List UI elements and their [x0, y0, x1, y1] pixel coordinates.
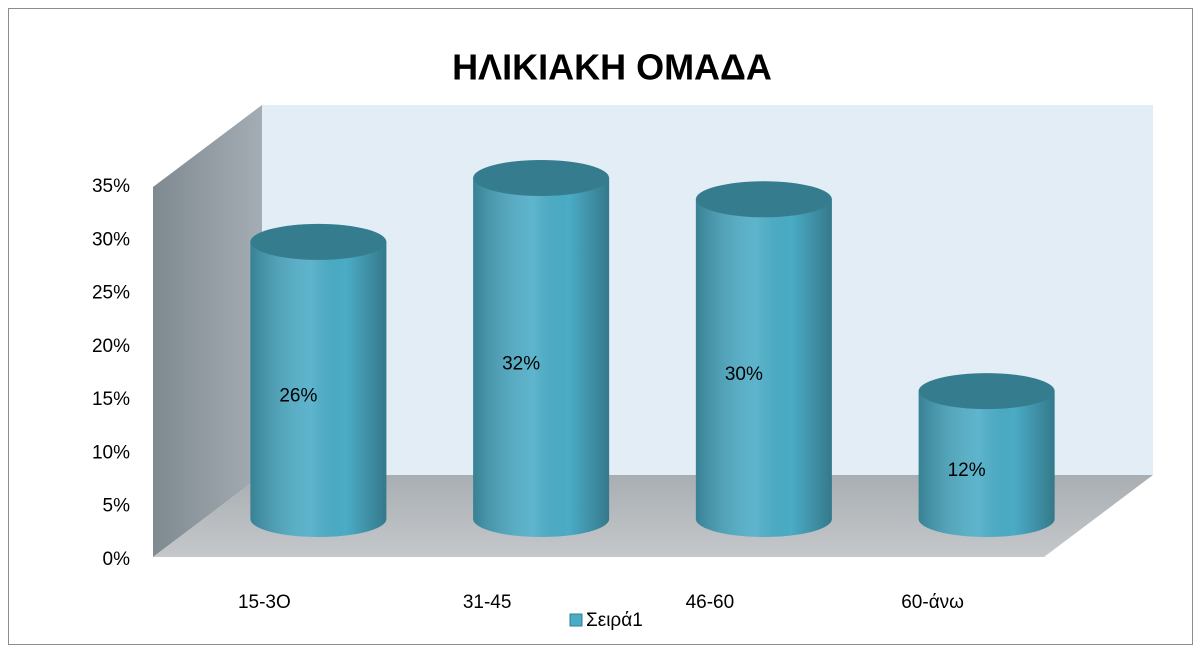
data-label: 32% [502, 354, 540, 375]
data-label: 26% [279, 385, 317, 406]
floor [153, 475, 1153, 557]
y-tick-label: 10% [92, 442, 130, 463]
cylinder-shade [473, 177, 610, 537]
cylinder-top [695, 181, 832, 218]
data-label: 30% [725, 364, 763, 385]
side-wall [153, 105, 262, 557]
x-tick-label: 46-60 [686, 592, 735, 613]
cylinder [918, 373, 1055, 537]
y-tick-label: 35% [92, 176, 130, 197]
cylinder-top-shade [250, 223, 387, 260]
cylinder-top [918, 373, 1055, 410]
legend-label: Σειρά1 [586, 610, 643, 631]
cylinder [695, 181, 832, 538]
cylinder [250, 223, 387, 537]
y-tick-label: 30% [92, 229, 130, 250]
cylinder-top-shade [473, 159, 610, 196]
y-tick-label: 25% [92, 283, 130, 304]
cylinder-top-shade [918, 373, 1055, 410]
y-tick-label: 5% [103, 496, 131, 517]
cylinder-top-shade [695, 181, 832, 218]
cylinder-top [473, 159, 610, 196]
y-tick-label: 0% [103, 549, 131, 570]
cylinder [473, 159, 610, 537]
chart-title: ΗΛΙΚΙΑΚΗ ΟΜΑΔΑ [452, 47, 772, 88]
x-tick-label: 60-άνω [901, 592, 964, 613]
y-tick-label: 15% [92, 389, 130, 410]
x-tick-label: 15-3O [238, 592, 291, 613]
x-tick-label: 31-45 [463, 592, 512, 613]
cylinder-shade [918, 391, 1055, 537]
cylinder-shade [695, 199, 832, 538]
y-tick-label: 20% [92, 336, 130, 357]
cylinder-shade [250, 241, 387, 537]
cylinder-top [250, 223, 387, 260]
legend-swatch [569, 613, 583, 627]
data-label: 12% [948, 460, 986, 481]
